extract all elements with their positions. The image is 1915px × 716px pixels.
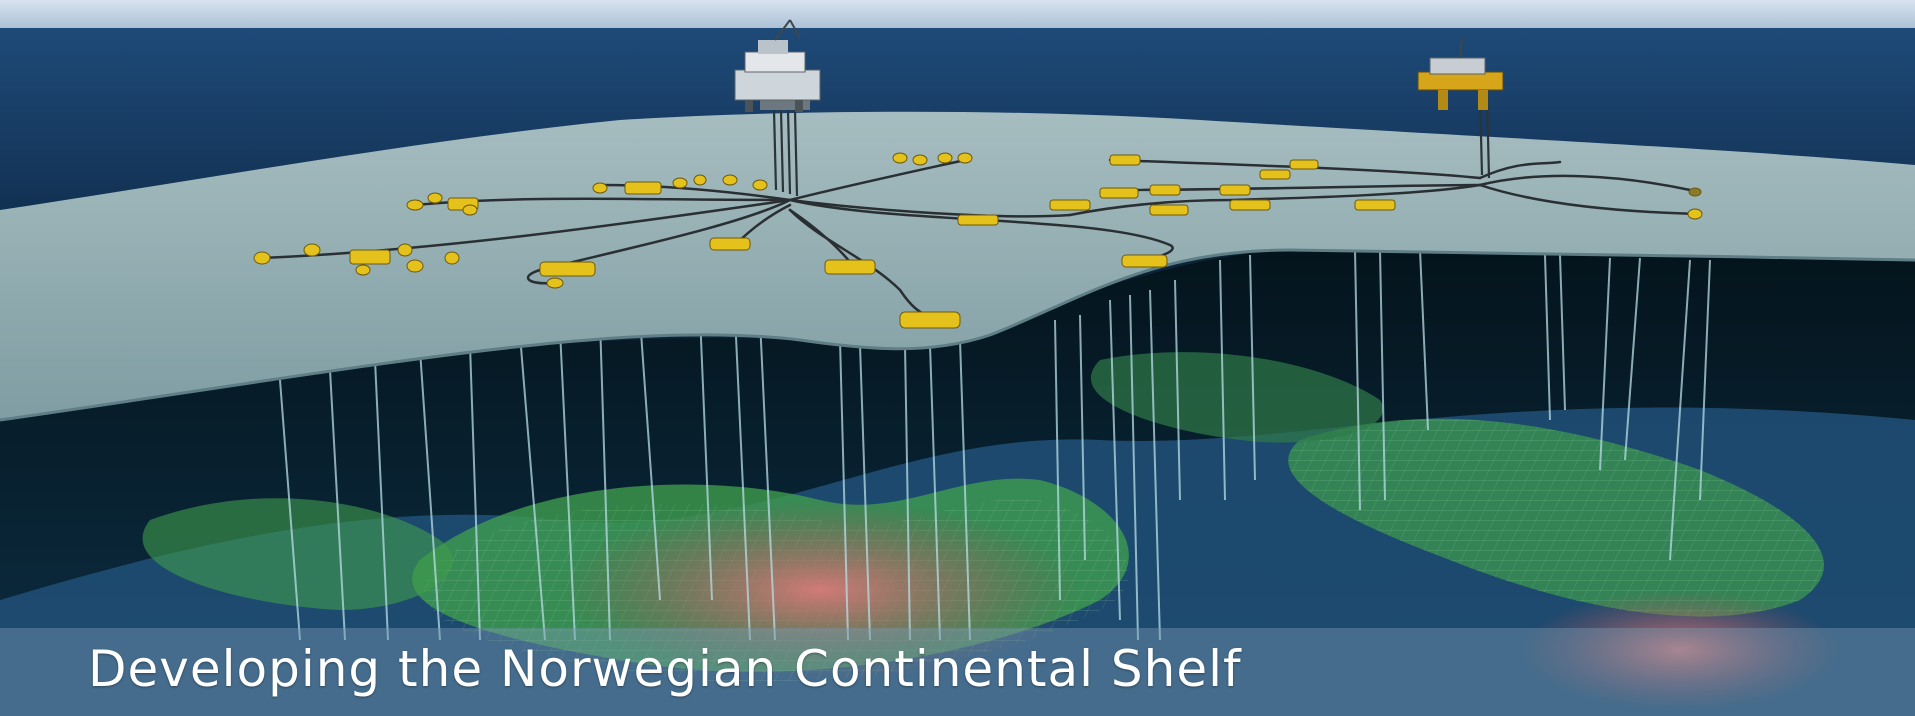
reservoir-terrain: [0, 352, 1915, 716]
production-platform-left: [734, 19, 821, 112]
sky: [0, 0, 1915, 30]
production-platform-right: [1417, 37, 1504, 110]
banner-caption: Developing the Norwegian Continental She…: [88, 640, 1242, 698]
well-bores: [279, 249, 1711, 641]
subsea-templates: [253, 152, 1703, 329]
caption-band: [0, 628, 1915, 716]
seabed-surface: [0, 111, 1915, 420]
